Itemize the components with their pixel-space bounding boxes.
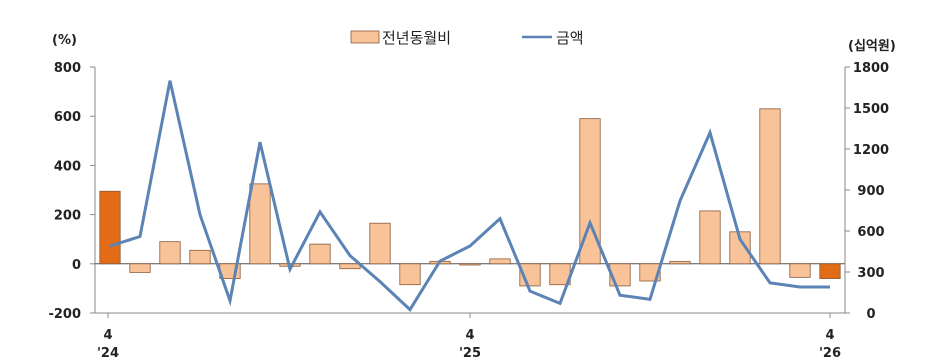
left-axis-tick-label: 800 bbox=[54, 61, 81, 76]
yoy-bar bbox=[759, 108, 781, 265]
right-axis-tick-label: 300 bbox=[857, 266, 884, 281]
left-axis-tick-label: 200 bbox=[54, 209, 81, 224]
yoy-bar bbox=[789, 263, 811, 278]
right-axis-unit: (십억원) bbox=[848, 38, 896, 54]
yoy-bar bbox=[129, 263, 151, 273]
yoy-bar bbox=[99, 190, 121, 265]
yoy-bar bbox=[309, 243, 331, 265]
legend-line-label: 금액 bbox=[556, 29, 584, 47]
yoy-bar bbox=[669, 260, 691, 265]
legend-bar-swatch bbox=[350, 30, 380, 44]
right-axis-tick-label: 1200 bbox=[853, 143, 889, 158]
yoy-bar bbox=[249, 183, 271, 265]
right-axis-tick-label: 0 bbox=[866, 307, 875, 322]
legend: 전년동월비 금액 bbox=[350, 29, 584, 47]
yoy-bar bbox=[639, 263, 661, 282]
left-axis-tick-label: 0 bbox=[72, 258, 81, 273]
x-axis-year-label: '25 bbox=[459, 346, 481, 358]
yoy-bar bbox=[459, 263, 481, 266]
yoy-bar bbox=[729, 231, 751, 265]
legend-bar-label: 전년동월비 bbox=[382, 29, 451, 47]
yoy-bar bbox=[399, 263, 421, 286]
x-axis-year-label: '26 bbox=[819, 346, 841, 358]
yoy-bar bbox=[489, 258, 511, 265]
amount-line-layer bbox=[109, 80, 830, 312]
yoy-bar bbox=[819, 263, 841, 279]
x-axis-year-label: '24 bbox=[97, 346, 119, 358]
left-axis-unit: (%) bbox=[52, 33, 77, 48]
yoy-bar bbox=[369, 222, 391, 265]
right-axis-tick-label: 600 bbox=[857, 225, 884, 240]
right-axis-tick-label: 1800 bbox=[853, 61, 889, 76]
yoy-bar bbox=[339, 263, 361, 270]
yoy-bar bbox=[159, 241, 181, 265]
x-axis-month-label: 4 bbox=[103, 328, 112, 343]
axis-labels: -200 0 200 400 600 800 0 300 600 900 1200 1500 1800 4… bbox=[48, 61, 889, 358]
amount-line bbox=[109, 80, 830, 312]
yoy-bar bbox=[699, 210, 721, 265]
x-axis-month-label: 4 bbox=[465, 328, 474, 343]
x-axis-month-label: 4 bbox=[825, 328, 834, 343]
right-axis-tick-label: 900 bbox=[857, 184, 884, 199]
left-axis-tick-label: 600 bbox=[54, 110, 81, 125]
left-axis-tick-label: -200 bbox=[48, 307, 81, 322]
right-axis-tick-label: 1500 bbox=[853, 102, 889, 117]
yoy-bar bbox=[579, 118, 601, 265]
bars bbox=[99, 108, 841, 287]
yoy-bar bbox=[189, 249, 211, 265]
axes bbox=[90, 66, 850, 318]
left-axis-tick-label: 400 bbox=[54, 159, 81, 174]
